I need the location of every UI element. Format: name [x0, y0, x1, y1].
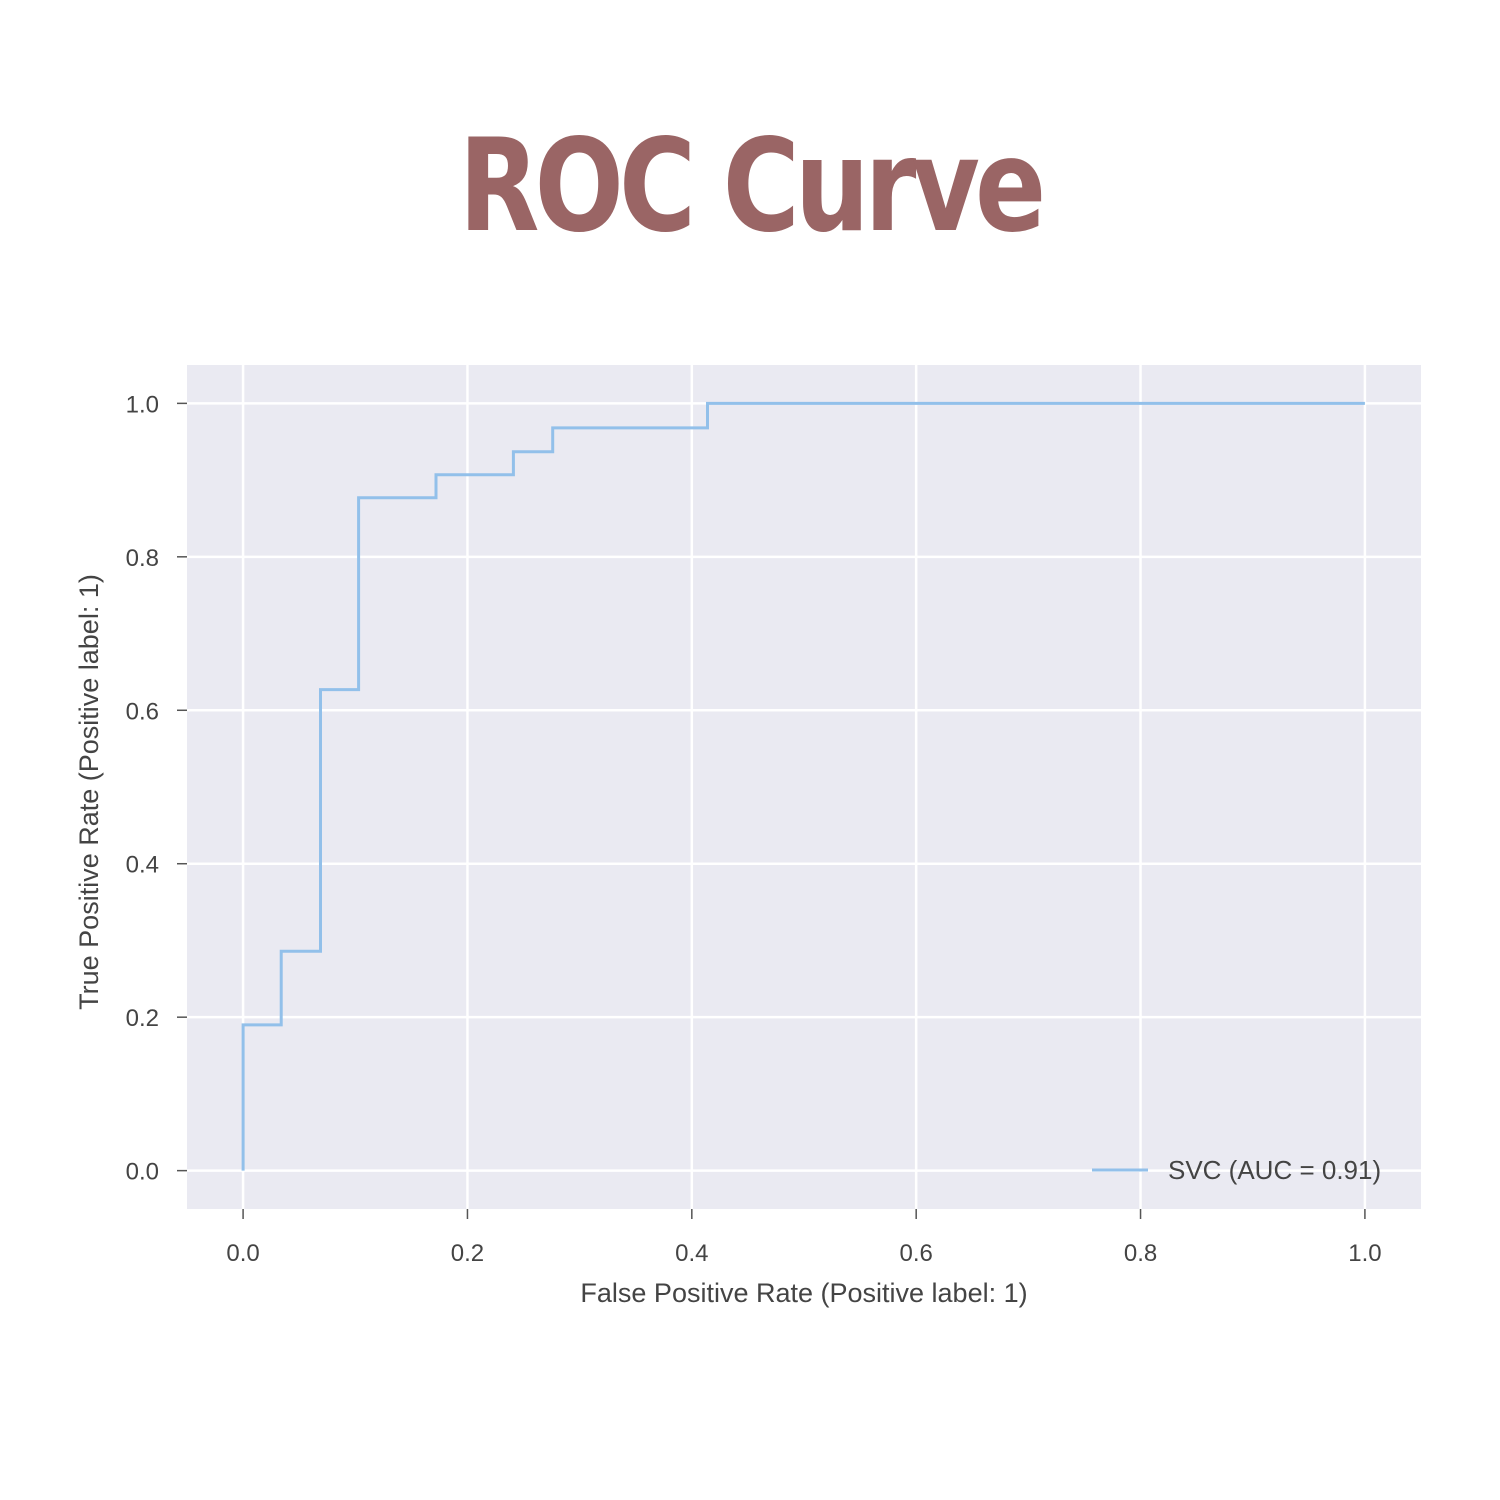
legend-label-svc: SVC (AUC = 0.91)	[1168, 1155, 1381, 1185]
y-tick-label: 1.0	[126, 391, 159, 418]
x-axis-label: False Positive Rate (Positive label: 1)	[580, 1278, 1027, 1308]
y-tick-label: 0.2	[126, 1005, 159, 1032]
y-tick-label: 0.4	[126, 852, 159, 879]
x-tick-label: 0.6	[899, 1240, 932, 1267]
plot-area	[187, 365, 1421, 1209]
x-tick-label: 1.0	[1348, 1240, 1381, 1267]
grid	[187, 365, 1421, 1209]
y-axis-label: True Positive Rate (Positive label: 1)	[74, 574, 104, 1010]
y-tick-label: 0.6	[126, 698, 159, 725]
axis-ticks: 0.0 0.2 0.4 0.6 0.8 1.0 0.0 0.2 0.4 0.6 0.8 1.0	[126, 391, 1382, 1267]
x-tick-label: 0.2	[451, 1240, 484, 1267]
x-tick-label: 0.4	[675, 1240, 708, 1267]
series-layer	[241, 401, 1365, 1171]
roc-curve-line	[241, 401, 1365, 1171]
legend: SVC (AUC = 0.91)	[1092, 1155, 1381, 1185]
x-tick-label: 0.0	[226, 1240, 259, 1267]
y-tick-label: 0.8	[126, 545, 159, 572]
y-tick-label: 0.0	[126, 1159, 159, 1186]
x-tick-label: 0.8	[1124, 1240, 1157, 1267]
page-title: ROC Curve	[458, 112, 1046, 261]
